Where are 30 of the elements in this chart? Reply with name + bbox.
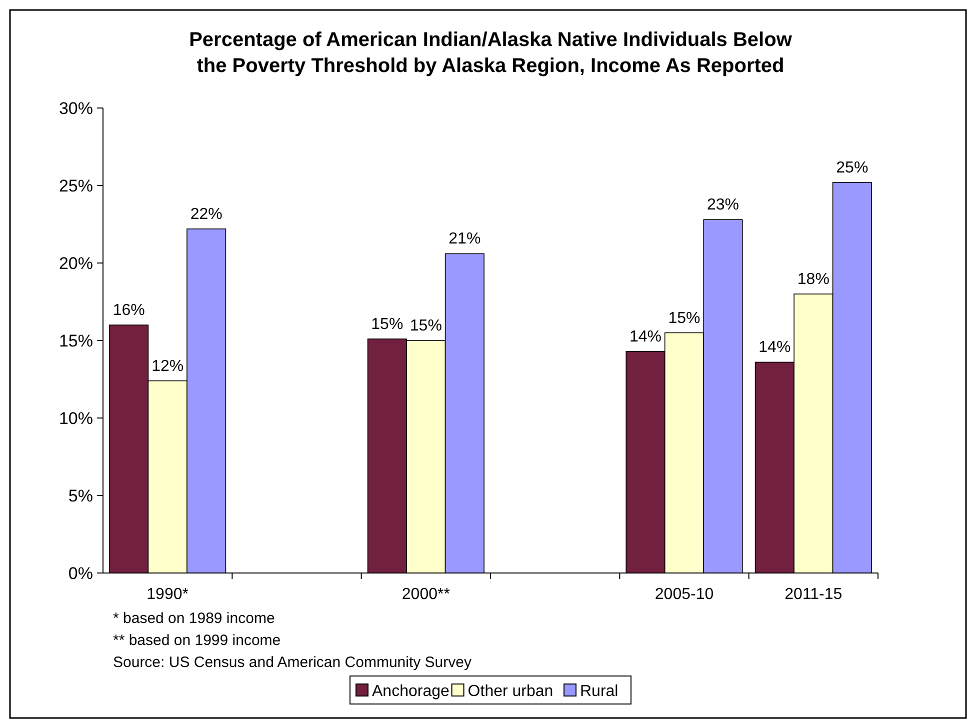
data-label: 14%: [758, 339, 791, 356]
y-tick-label: 10%: [58, 409, 93, 428]
data-label: 23%: [706, 196, 740, 214]
data-label: 15%: [371, 316, 404, 333]
x-tick-label: 2011-15: [784, 586, 842, 603]
data-label: 22%: [190, 206, 222, 223]
y-tick-label: 0%: [68, 564, 93, 583]
data-label: 12%: [152, 358, 184, 375]
y-tick-label: 15%: [58, 332, 93, 350]
text: * based on 1989 income: [113, 610, 275, 627]
data-label: 25%: [836, 159, 868, 176]
legend-label: Anchorage: [372, 683, 450, 700]
chart-title: Percentage of American Indian/Alaska Native Individuals Below the Poverty Threshold by Alaska Region, Income As Reported: [189, 29, 792, 77]
data-label: 15%: [668, 310, 700, 327]
legend-label: Rural: [580, 683, 618, 700]
source-note: Source: US Census and American Community Survey: [113, 654, 472, 671]
x-tick-label: 1990*: [146, 586, 188, 603]
legend-label: Other urban: [468, 683, 554, 700]
x-tick-label: 2000**: [402, 586, 450, 603]
data-label: 15%: [410, 318, 442, 334]
data-label: 16%: [112, 302, 145, 319]
y-tick-label: 25%: [58, 176, 93, 196]
data-label: 21%: [448, 230, 481, 248]
y-tick-label: 20%: [58, 254, 93, 273]
y-tick-label: 30%: [58, 99, 93, 118]
x-tick-label: 2005-10: [654, 586, 714, 603]
y-tick-label: 5%: [68, 486, 93, 506]
data-label: 18%: [797, 271, 830, 288]
text: ** based on 1999 income: [113, 632, 281, 649]
data-label: 14%: [629, 328, 662, 346]
